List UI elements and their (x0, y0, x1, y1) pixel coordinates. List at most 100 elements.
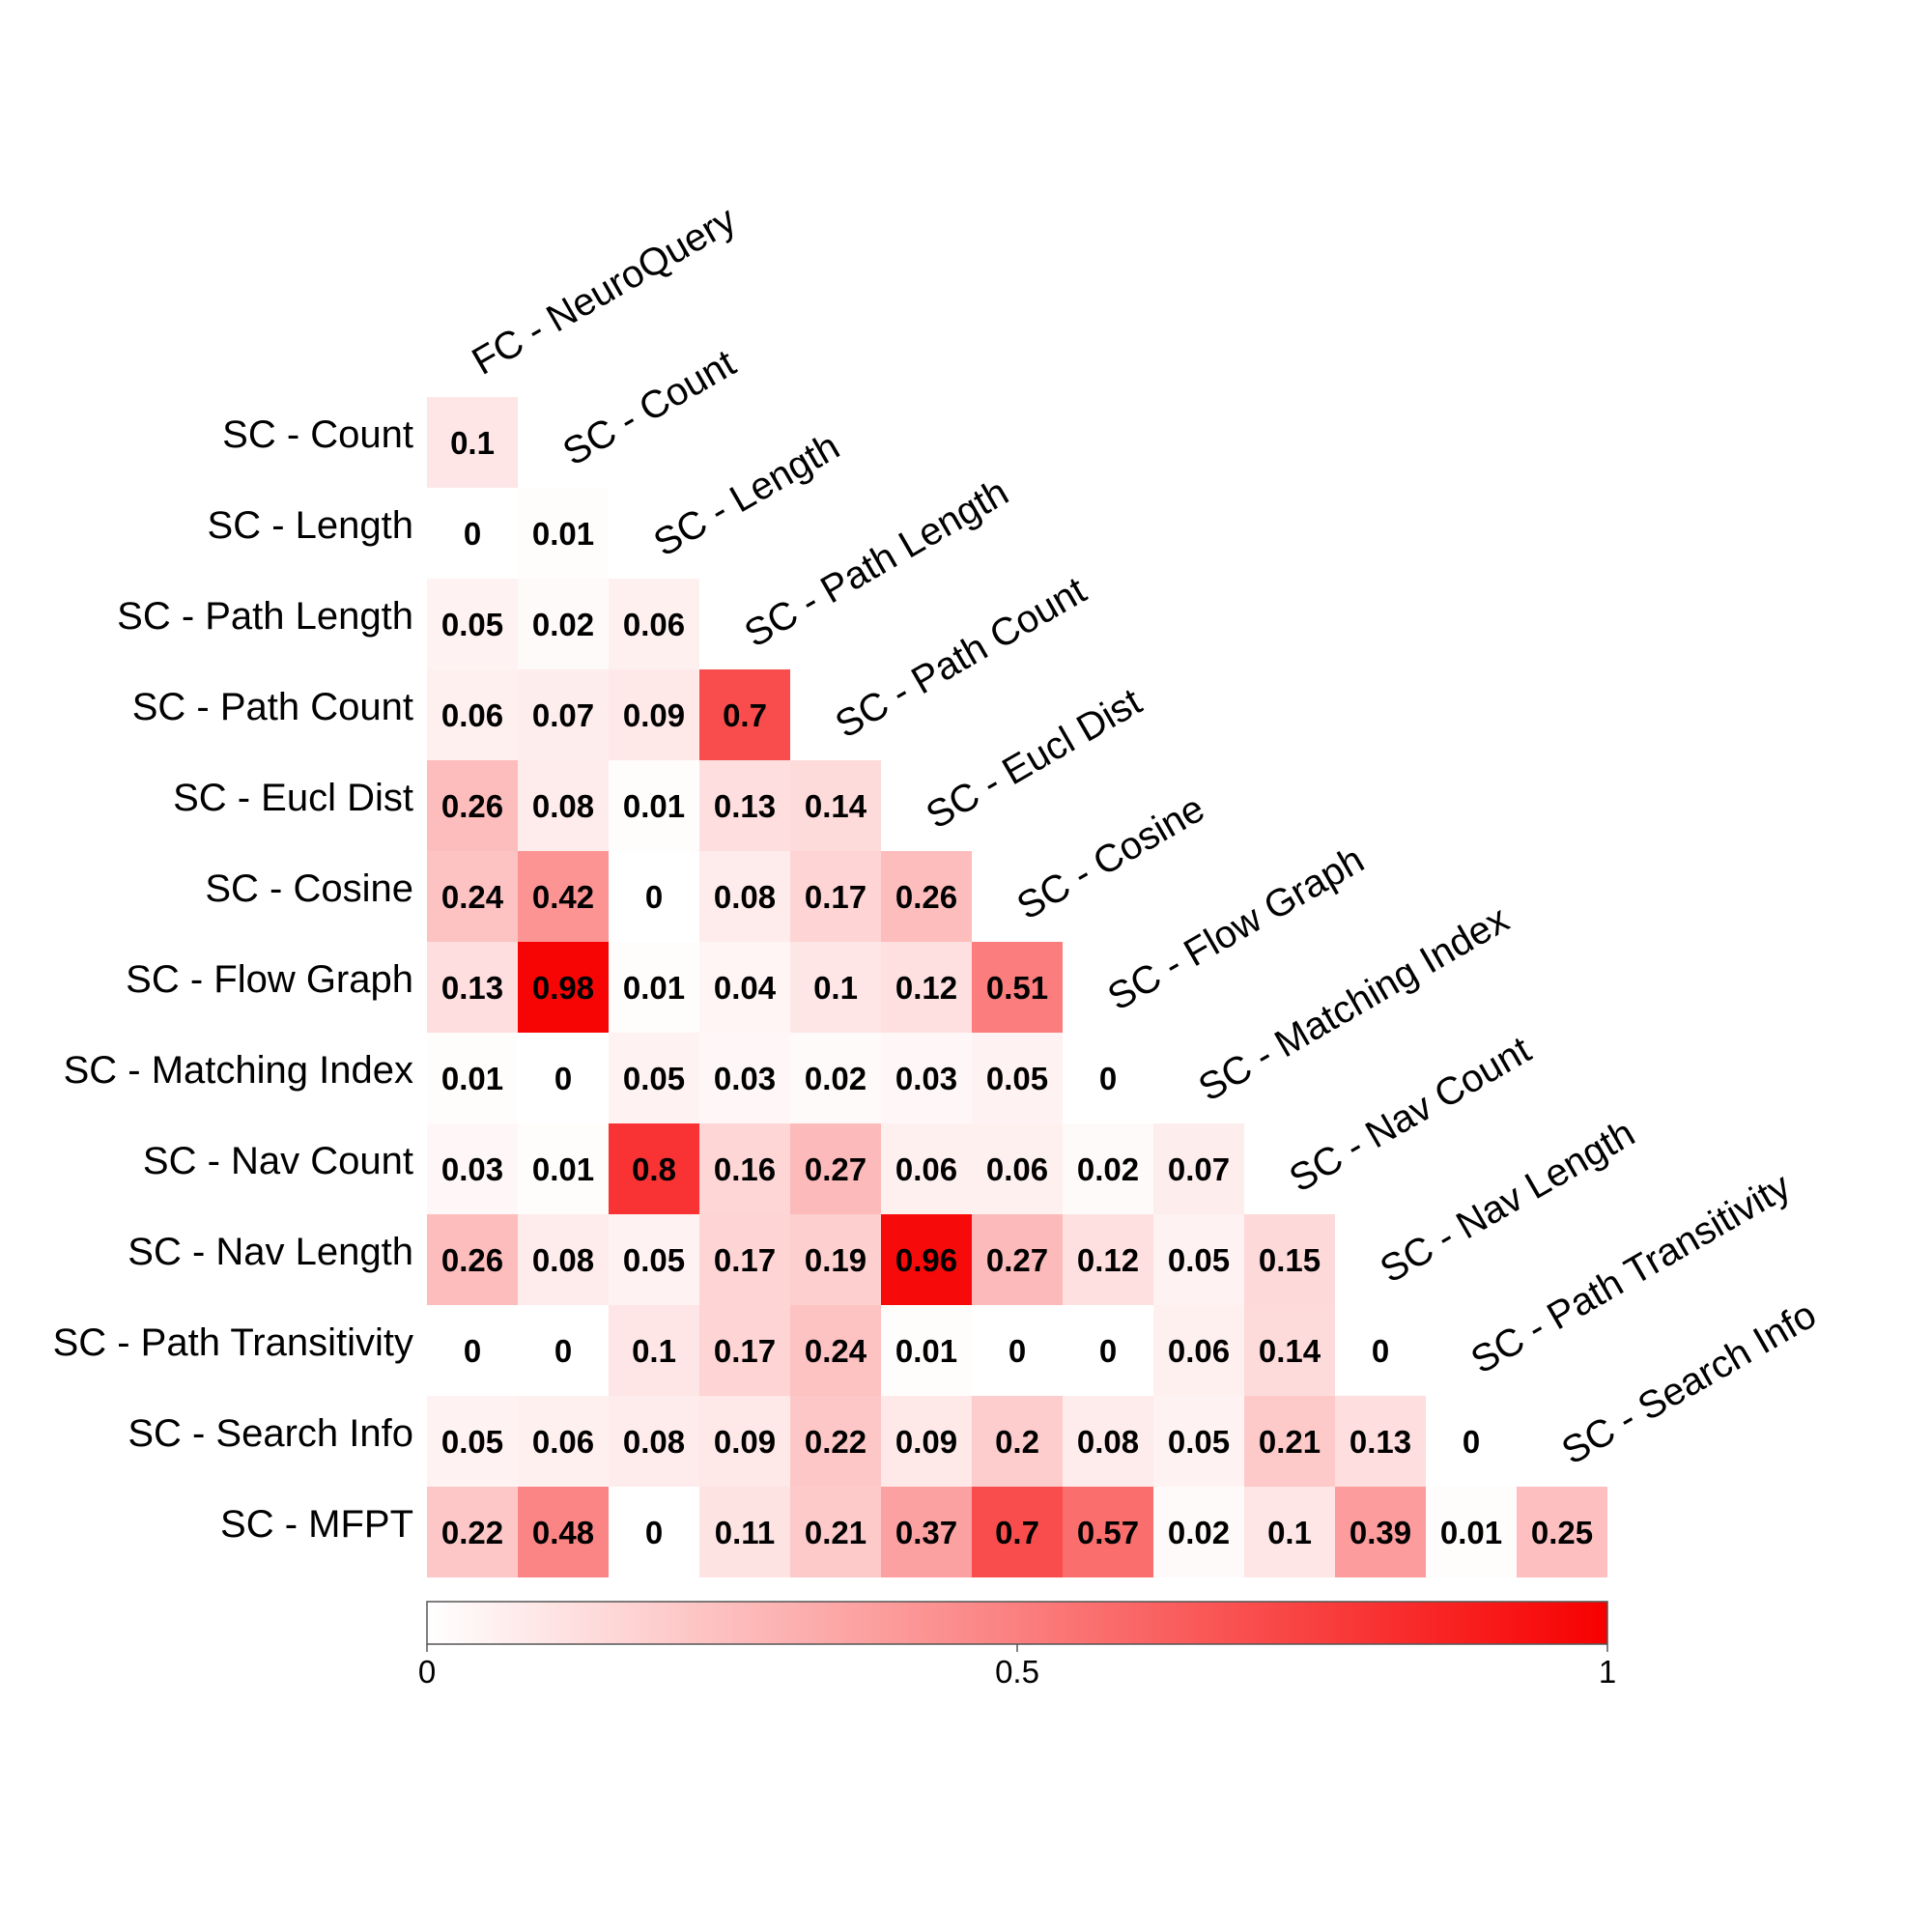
heatmap-cell (1063, 1123, 1153, 1214)
cell-value-label: 0.05 (623, 1242, 685, 1278)
heatmap-cell (881, 851, 972, 942)
cell-value-label: 0.07 (1168, 1151, 1230, 1187)
row-label: SC - Search Info (128, 1412, 413, 1455)
cell-value-label: 0.26 (441, 1242, 503, 1278)
row-label: SC - Path Transitivity (53, 1321, 413, 1364)
colorbar-gradient (426, 1601, 1608, 1645)
heatmap-cell (790, 942, 881, 1033)
cell-value-label: 0.08 (532, 1242, 594, 1278)
cell-value-label: 0 (464, 516, 481, 552)
heatmap-cell (427, 1123, 518, 1214)
cell-value-label: 0.15 (1259, 1242, 1321, 1278)
heatmap-cells: 0.1 0 0.01 0.05 0.02 0.06 0.06 0.07 0.09 0.7 0.26 0… (427, 397, 1607, 1577)
cell-value-label: 0.96 (895, 1242, 957, 1278)
cell-value-label: 0.09 (714, 1424, 776, 1460)
cell-value-label: 0.21 (1259, 1424, 1321, 1460)
cell-value-label: 0.09 (623, 697, 685, 733)
heatmap-cell (699, 1305, 790, 1396)
heatmap-cell (1063, 1214, 1153, 1305)
cell-value-label: 0.06 (895, 1151, 957, 1187)
heatmap-cell (518, 579, 609, 669)
heatmap-cell (1153, 1487, 1244, 1577)
cell-value-label: 0.14 (1259, 1333, 1321, 1369)
row-labels: SC - Count SC - Length SC - Path Length SC … (53, 413, 413, 1546)
cell-value-label: 0.13 (714, 788, 776, 824)
cell-value-label: 0.05 (623, 1061, 685, 1096)
cell-value-label: 0 (464, 1333, 481, 1369)
cell-value-label: 0.51 (986, 970, 1048, 1006)
cell-value-label: 0.26 (441, 788, 503, 824)
colorbar-tick-label: 0.5 (995, 1654, 1039, 1690)
cell-value-label: 0.01 (895, 1333, 957, 1369)
heatmap-cell (518, 851, 609, 942)
heatmap-cell (609, 1305, 699, 1396)
heatmap-cell (609, 669, 699, 760)
cell-value-label: 0.13 (1350, 1424, 1411, 1460)
heatmap-cell (790, 760, 881, 851)
heatmap-cell (427, 1214, 518, 1305)
cell-value-label: 0.05 (986, 1061, 1048, 1096)
cell-value-label: 0.01 (532, 1151, 594, 1187)
heatmap-cell (518, 488, 609, 579)
heatmap-cell (609, 1123, 699, 1214)
row-label: SC - Flow Graph (126, 958, 413, 1001)
cell-value-label: 0.2 (995, 1424, 1039, 1460)
cell-value-label: 0 (554, 1333, 572, 1369)
cell-value-label: 0.17 (714, 1333, 776, 1369)
cell-value-label: 0.24 (805, 1333, 867, 1369)
heatmap-cell (790, 1033, 881, 1123)
cell-value-label: 0.24 (441, 879, 504, 915)
cell-value-label: 0.7 (995, 1515, 1039, 1550)
cell-value-label: 0.06 (1168, 1333, 1230, 1369)
column-label: SC - Count (556, 342, 743, 474)
cell-value-label: 0 (645, 1515, 663, 1550)
cell-value-label: 0.02 (532, 607, 594, 642)
heatmap-cell (609, 1396, 699, 1487)
heatmap-cell (427, 942, 518, 1033)
cell-value-label: 0.02 (805, 1061, 867, 1096)
heatmap-cell (1153, 1396, 1244, 1487)
heatmap-cell (972, 1305, 1063, 1396)
column-label: SC - Search Info (1555, 1293, 1824, 1473)
heatmap-cell (1153, 1214, 1244, 1305)
heatmap-cell (1153, 1123, 1244, 1214)
cell-value-label: 0.06 (441, 697, 503, 733)
cell-value-label: 0.08 (1077, 1424, 1139, 1460)
heatmap-cell (790, 1396, 881, 1487)
heatmap-cell (1517, 1487, 1607, 1577)
heatmap-cell (881, 942, 972, 1033)
heatmap-cell (609, 942, 699, 1033)
cell-value-label: 0.17 (805, 879, 867, 915)
heatmap-cell (790, 1305, 881, 1396)
cell-value-label: 0.02 (1077, 1151, 1139, 1187)
heatmap-cell (427, 488, 518, 579)
cell-value-label: 0.39 (1350, 1515, 1411, 1550)
row-label: SC - Nav Length (128, 1231, 413, 1273)
heatmap-cell (609, 1487, 699, 1577)
cell-value-label: 0.01 (1440, 1515, 1502, 1550)
cell-value-label: 0.17 (714, 1242, 776, 1278)
cell-value-label: 0.13 (441, 970, 503, 1006)
heatmap-cell (881, 1396, 972, 1487)
cell-value-label: 0.27 (805, 1151, 867, 1187)
cell-value-label: 0.37 (895, 1515, 957, 1550)
cell-value-label: 0.25 (1531, 1515, 1593, 1550)
heatmap-cell (1426, 1396, 1517, 1487)
cell-value-label: 0 (1009, 1333, 1026, 1369)
heatmap-cell (609, 1214, 699, 1305)
heatmap-cell (1244, 1305, 1335, 1396)
heatmap-cell (699, 1033, 790, 1123)
heatmap-cell (427, 851, 518, 942)
cell-value-label: 0.01 (441, 1061, 503, 1096)
heatmap-cell (609, 760, 699, 851)
heatmap-cell (1063, 1396, 1153, 1487)
heatmap-cell (427, 1033, 518, 1123)
heatmap-cell (972, 1033, 1063, 1123)
heatmap-cell (972, 1396, 1063, 1487)
cell-value-label: 0.42 (532, 879, 594, 915)
heatmap-cell (518, 1123, 609, 1214)
cell-value-label: 0.06 (532, 1424, 594, 1460)
heatmap-cell (427, 1487, 518, 1577)
cell-value-label: 0.12 (1077, 1242, 1139, 1278)
column-label: SC - Path Count (829, 569, 1094, 747)
